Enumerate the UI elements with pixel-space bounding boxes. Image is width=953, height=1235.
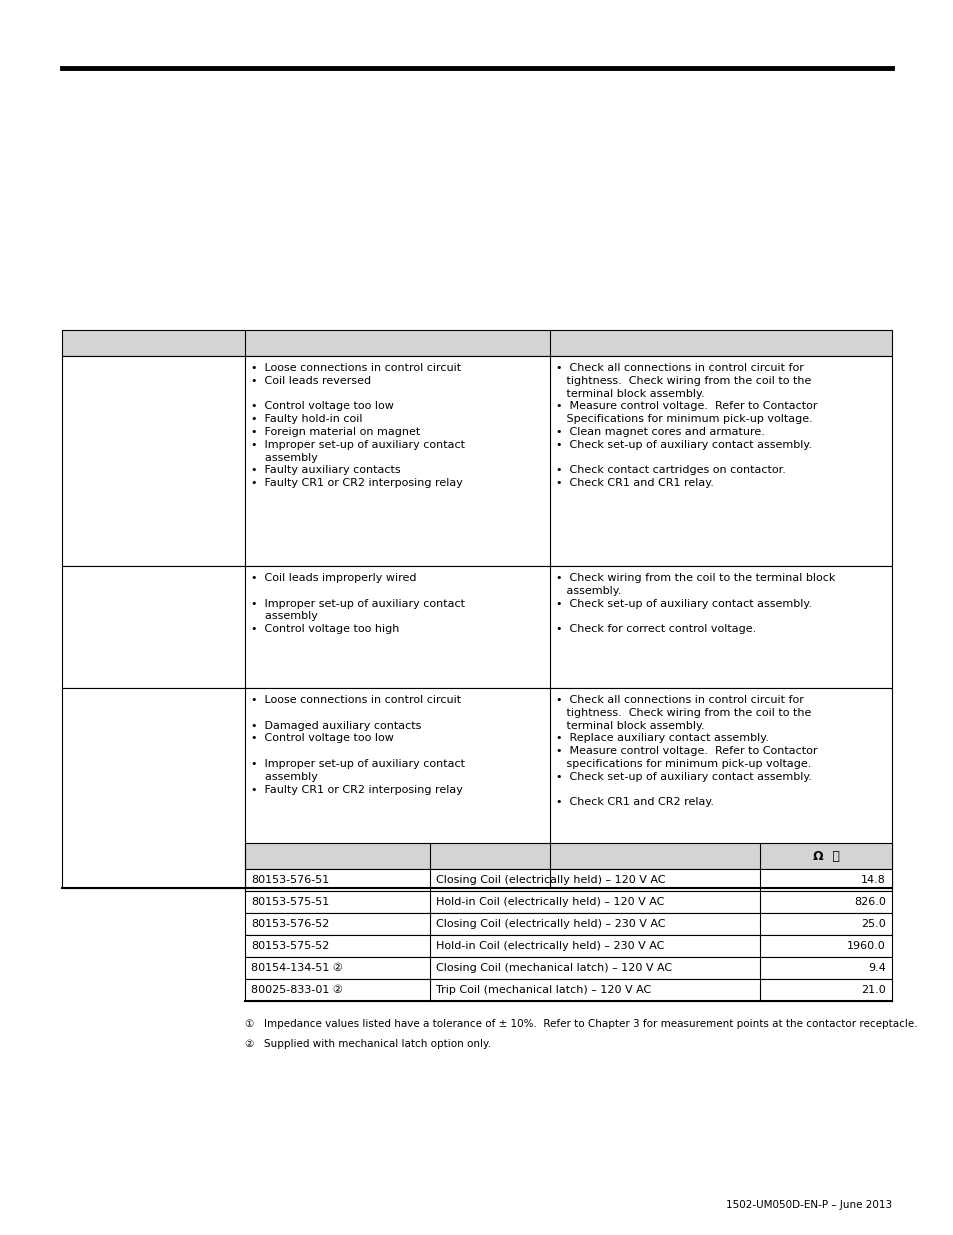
Text: Closing Coil (mechanical latch) – 120 V AC: Closing Coil (mechanical latch) – 120 V …	[436, 963, 672, 973]
Text: Closing Coil (electrically held) – 230 V AC: Closing Coil (electrically held) – 230 V…	[436, 919, 665, 929]
Text: 80153-575-51: 80153-575-51	[251, 897, 329, 906]
Text: Hold-in Coil (electrically held) – 120 V AC: Hold-in Coil (electrically held) – 120 V…	[436, 897, 663, 906]
Bar	[62, 356, 891, 566]
Text: 9.4: 9.4	[867, 963, 885, 973]
Text: 826.0: 826.0	[853, 897, 885, 906]
Text: 80153-576-51: 80153-576-51	[251, 876, 329, 885]
Text: Trip Coil (mechanical latch) – 120 V AC: Trip Coil (mechanical latch) – 120 V AC	[436, 986, 651, 995]
Text: 80025-833-01 ②: 80025-833-01 ②	[251, 986, 342, 995]
Text: •  Loose connections in control circuit

•  Damaged auxiliary contacts
•  Contro: • Loose connections in control circuit •…	[251, 695, 464, 794]
Bar	[62, 688, 891, 888]
Text: 1502-UM050D-EN-P – June 2013: 1502-UM050D-EN-P – June 2013	[725, 1200, 891, 1210]
Text: 80153-575-52: 80153-575-52	[251, 941, 329, 951]
Bar	[245, 935, 891, 957]
Text: 14.8: 14.8	[861, 876, 885, 885]
Bar	[62, 566, 891, 688]
Text: Hold-in Coil (electrically held) – 230 V AC: Hold-in Coil (electrically held) – 230 V…	[436, 941, 663, 951]
Bar	[245, 890, 891, 913]
Bar	[62, 330, 891, 356]
Bar	[245, 979, 891, 1002]
Text: •  Loose connections in control circuit
•  Coil leads reversed

•  Control volta: • Loose connections in control circuit •…	[251, 363, 464, 488]
Bar	[245, 913, 891, 935]
Text: 25.0: 25.0	[861, 919, 885, 929]
Bar	[245, 844, 891, 869]
Text: •  Check wiring from the coil to the terminal block
   assembly.
•  Check set-up: • Check wiring from the coil to the term…	[556, 573, 835, 635]
Bar	[245, 869, 891, 890]
Text: ①   Impedance values listed have a tolerance of ± 10%.  Refer to Chapter 3 for m: ① Impedance values listed have a toleran…	[245, 1019, 917, 1029]
Text: 80154-134-51 ②: 80154-134-51 ②	[251, 963, 342, 973]
Text: 21.0: 21.0	[861, 986, 885, 995]
Text: ②   Supplied with mechanical latch option only.: ② Supplied with mechanical latch option …	[245, 1039, 491, 1049]
Text: Closing Coil (electrically held) – 120 V AC: Closing Coil (electrically held) – 120 V…	[436, 876, 665, 885]
Text: Ω  Ⓙ: Ω Ⓙ	[812, 850, 839, 862]
Text: •  Check all connections in control circuit for
   tightness.  Check wiring from: • Check all connections in control circu…	[556, 695, 817, 808]
Text: 1960.0: 1960.0	[846, 941, 885, 951]
Text: 80153-576-52: 80153-576-52	[251, 919, 329, 929]
Text: •  Check all connections in control circuit for
   tightness.  Check wiring from: • Check all connections in control circu…	[556, 363, 817, 488]
Text: •  Coil leads improperly wired

•  Improper set-up of auxiliary contact
    asse: • Coil leads improperly wired • Improper…	[251, 573, 464, 635]
Bar	[245, 957, 891, 979]
